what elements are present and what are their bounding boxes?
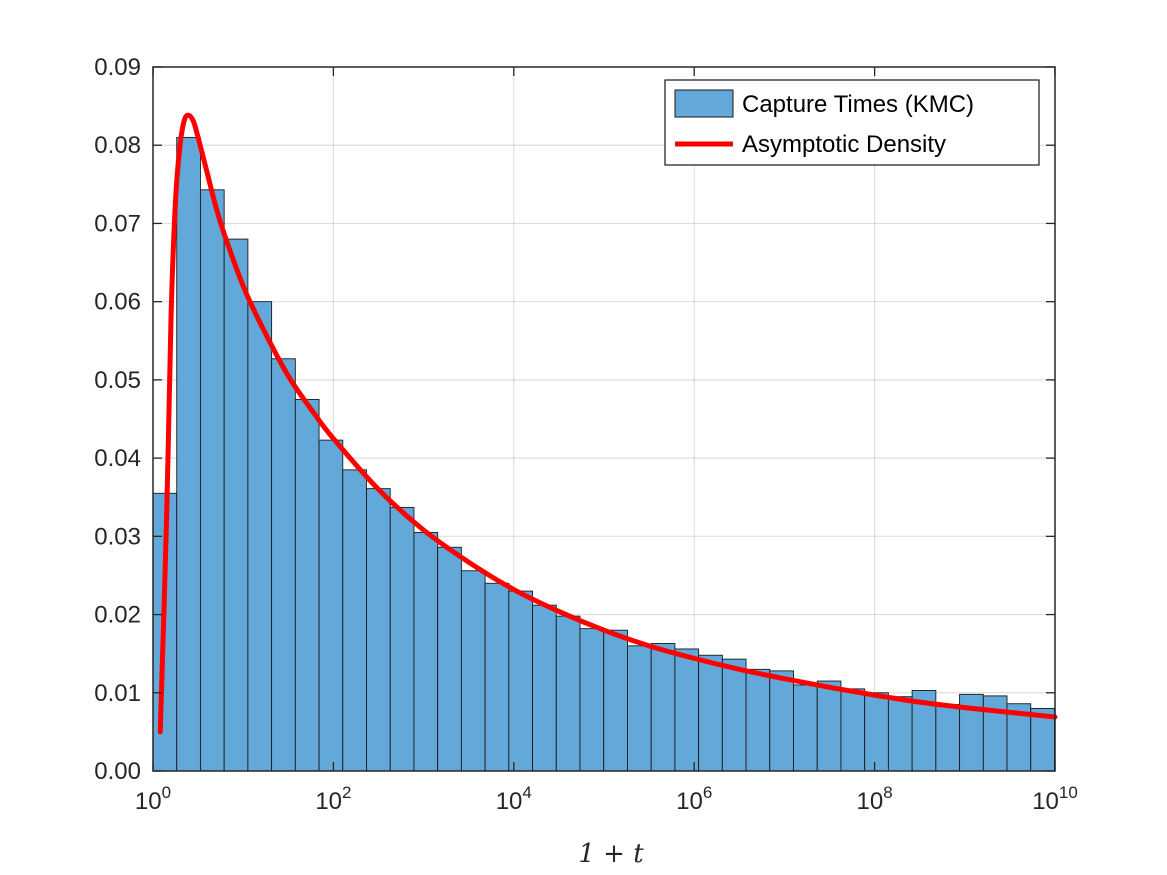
density-curve — [157, 112, 1058, 735]
histogram-bar — [674, 648, 700, 772]
histogram-bar — [532, 604, 557, 772]
histogram-bar — [199, 189, 225, 772]
y-tick-label: 0.07 — [94, 210, 141, 237]
legend: Capture Times (KMC) Asymptotic Density — [664, 79, 1040, 166]
histogram-bar — [840, 688, 866, 772]
x-tick-label: 106 — [676, 783, 712, 815]
histogram-bar — [793, 684, 818, 772]
histogram-bar — [698, 654, 723, 772]
legend-label-histogram: Capture Times (KMC) — [742, 91, 974, 118]
y-tick-label: 0.06 — [94, 289, 141, 316]
histogram-bar — [555, 615, 581, 772]
histogram-bar — [982, 695, 1008, 772]
y-tick-labels: 0.00 0.01 0.02 0.03 0.04 0.05 0.06 0.07 0.08 0.09 — [94, 54, 141, 785]
y-tick-label: 0.02 — [94, 602, 141, 629]
histogram-bar — [413, 531, 439, 772]
histogram-bar — [460, 570, 486, 772]
histogram-bar — [294, 398, 320, 772]
y-tick-label: 0.00 — [94, 758, 141, 785]
histogram-bar — [864, 692, 889, 772]
x-axis-label: 1 + t — [578, 839, 644, 869]
histogram-bar — [389, 506, 415, 772]
histogram-bar — [247, 301, 273, 772]
histogram-bar — [721, 658, 747, 772]
histogram-bar — [579, 628, 605, 772]
axis-ticks — [152, 66, 1056, 772]
histogram-bar — [508, 590, 534, 772]
x-tick-label: 1010 — [1032, 783, 1078, 815]
legend-swatch-histogram — [674, 89, 734, 118]
plot-frame — [152, 66, 1056, 772]
legend-label-line: Asymptotic Density — [742, 131, 946, 158]
x-tick-label: 108 — [857, 783, 893, 815]
y-tick-label: 0.08 — [94, 132, 141, 159]
x-tick-labels: 100 102 104 106 108 1010 — [135, 783, 1078, 815]
histogram-bar — [627, 645, 652, 772]
histogram-bar — [176, 136, 201, 772]
y-tick-label: 0.03 — [94, 523, 141, 550]
y-tick-label: 0.05 — [94, 367, 141, 394]
y-tick-label: 0.04 — [94, 445, 141, 472]
histogram-bar — [887, 696, 913, 772]
histogram-bar — [271, 358, 296, 772]
histogram-bars — [152, 136, 1056, 772]
histogram-bar — [769, 670, 794, 772]
y-tick-label: 0.09 — [94, 54, 141, 81]
histogram-bar — [745, 668, 771, 772]
histogram-bar — [816, 680, 842, 772]
histogram-bar — [342, 469, 367, 772]
histogram-bar — [223, 238, 249, 772]
density-line — [157, 112, 1058, 735]
histogram-bar — [366, 488, 391, 772]
histogram-bar — [935, 704, 961, 772]
histogram-bar — [603, 629, 628, 772]
x-tick-label: 102 — [315, 783, 351, 815]
x-tick-label: 100 — [135, 783, 171, 815]
histogram-bar — [437, 546, 462, 772]
histogram-bar — [318, 439, 344, 772]
y-tick-label: 0.01 — [94, 680, 141, 707]
histogram-bar — [650, 643, 676, 772]
x-tick-label: 104 — [496, 783, 532, 815]
histogram-bar — [484, 582, 510, 772]
